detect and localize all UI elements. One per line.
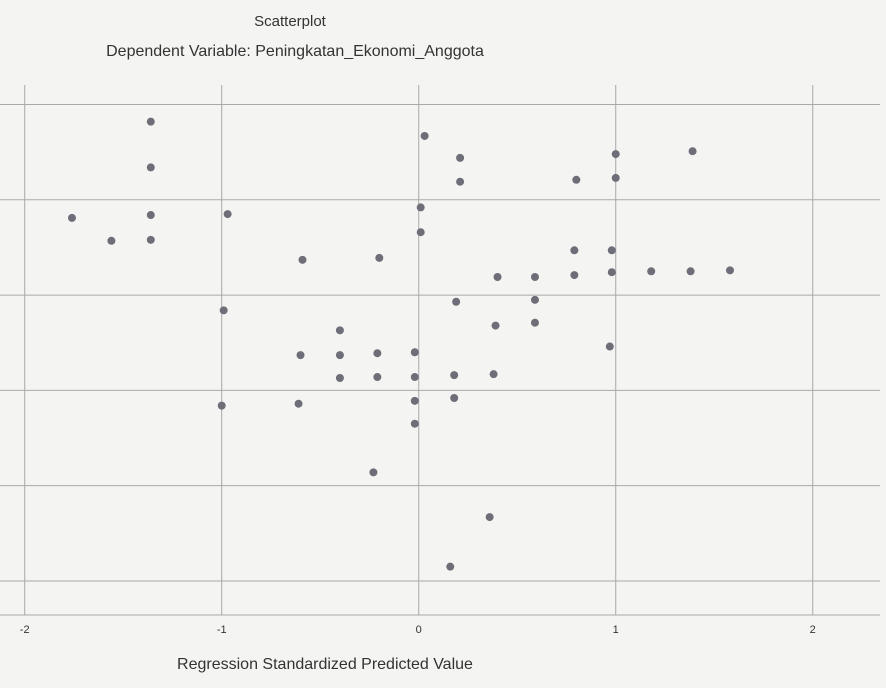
point [373,373,382,382]
point [452,297,461,306]
point [530,295,539,304]
chart-title: Scatterplot [254,13,327,30]
point [416,203,425,212]
point [375,253,384,262]
point [607,268,616,277]
point [491,321,500,330]
point [572,175,581,184]
point [146,211,155,220]
point [605,342,614,351]
point [450,394,459,402]
point [373,349,382,358]
point [296,351,305,360]
point [485,513,494,522]
point [416,228,425,237]
point [530,272,539,281]
point [67,213,76,222]
point [410,373,419,382]
point [294,399,303,408]
point [611,173,620,182]
x-tick-label: 0 [416,624,422,636]
point [450,371,459,380]
point [456,153,465,162]
point [611,150,620,159]
point [219,306,228,315]
point [410,396,419,405]
point [570,246,579,255]
point [107,236,116,245]
point [335,351,344,360]
point [369,468,378,477]
point [647,267,656,276]
point [493,272,502,281]
point [686,267,695,276]
chart-subtitle: Dependent Variable: Peningkatan_Ekonomi_… [106,43,484,60]
x-tick-label: -2 [20,624,30,636]
point [146,117,155,126]
point [456,177,465,186]
point [335,373,344,382]
point [688,147,697,156]
point [726,266,735,275]
point [298,255,307,264]
x-tick-label: -1 [217,624,227,636]
point [530,318,539,327]
point [489,370,498,379]
point [217,401,226,410]
point [146,163,155,172]
point [420,131,429,140]
point [570,271,579,280]
point [223,210,232,219]
point [410,348,419,357]
point [446,562,455,571]
x-axis-label: Regression Standardized Predicted Value [177,656,473,673]
point [335,326,344,335]
x-tick-label: 2 [810,624,816,636]
x-tick-label: 1 [613,624,619,636]
point [410,419,419,428]
point [146,235,155,244]
point [607,246,616,255]
